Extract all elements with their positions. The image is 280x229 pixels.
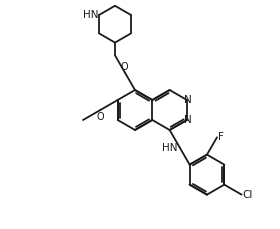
Text: O: O — [120, 62, 128, 72]
Text: Cl: Cl — [242, 190, 253, 200]
Text: HN: HN — [162, 143, 178, 153]
Text: N: N — [184, 115, 192, 125]
Text: O: O — [97, 112, 104, 122]
Text: F: F — [218, 132, 224, 142]
Text: N: N — [184, 95, 192, 105]
Text: HN: HN — [83, 10, 98, 20]
